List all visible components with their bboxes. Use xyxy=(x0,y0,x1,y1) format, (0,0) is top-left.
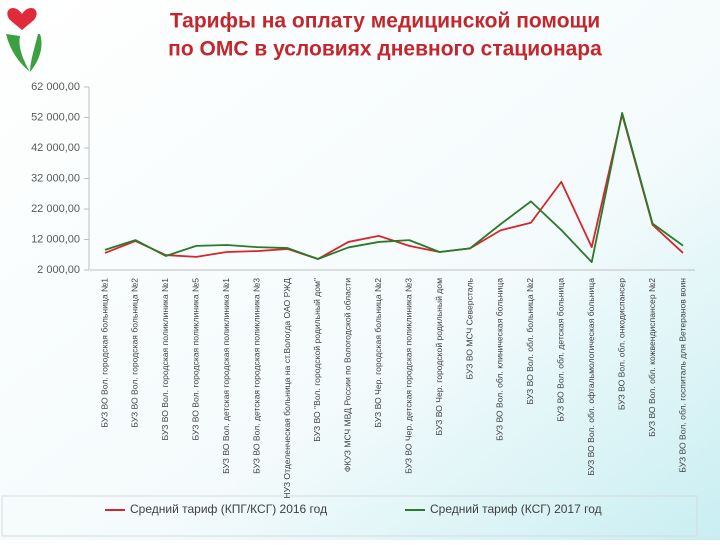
title-line: Тарифы на оплату медицинской помощи xyxy=(170,10,600,33)
x-tick-label: БУЗ ВО Вол. детская городская поликлиник… xyxy=(221,278,231,474)
x-tick-label: БУЗ ВО "Вол. городской родильный дом" xyxy=(312,278,322,442)
legend-box xyxy=(1,495,698,537)
x-tick-label: БУЗ ВО МСЧ Северсталь xyxy=(464,277,474,379)
x-tick-label: БУЗ ВО Вол. обл. офтальмологическая боль… xyxy=(586,278,596,476)
x-tick-label: БУЗ ВО Вол. обл. госпиталь для Ветеранов… xyxy=(677,278,687,473)
y-tick-label: 62 000,00 xyxy=(31,81,80,93)
y-tick-label: 22 000,00 xyxy=(31,203,80,215)
title-line: по ОМС в условиях дневного стационара xyxy=(168,38,602,61)
x-tick-label: БУЗ ВО Чер. детская городская поликлиник… xyxy=(403,278,413,474)
y-tick-label: 42 000,00 xyxy=(31,142,80,154)
x-tick-label: БУЗ ВО Вол. обл. кожвендиспансер №2 xyxy=(647,278,657,437)
y-tick-label: 32 000,00 xyxy=(31,172,80,184)
x-tick-label: БУЗ ВО Вол. обл. онкодиспансер xyxy=(616,278,626,410)
y-tick-label: 12 000,00 xyxy=(31,233,80,245)
y-tick-label: 52 000,00 xyxy=(31,111,80,123)
x-tick-label: БУЗ ВО Вол. городская больница №1 xyxy=(99,278,109,428)
x-tick-label: ФКУЗ МСЧ МВД России по Вологодской облас… xyxy=(343,278,353,472)
x-tick-label: БУЗ ВО Вол. городская поликлиника №5 xyxy=(191,278,201,441)
y-tick-label: 2 000,00 xyxy=(37,264,80,276)
x-tick-label: БУЗ ВО Вол. городская поликлиника №1 xyxy=(160,278,170,441)
x-tick-label: БУЗ ВО Вол. обл. клиническая больница xyxy=(495,278,505,441)
x-tick-label: БУЗ ВО Чер. городской родильный дом xyxy=(434,278,444,436)
logo xyxy=(6,7,42,72)
x-tick-label: БУЗ ВО Вол. детская городская поликлиник… xyxy=(251,278,261,474)
x-tick-label: НУЗ Отделенческая больница на ст.Вологда… xyxy=(282,278,292,499)
x-tick-label: БУЗ ВО Вол. обл. детская больница xyxy=(556,278,566,422)
x-tick-label: БУЗ ВО Вол. городская больница №2 xyxy=(130,278,140,428)
legend-label: Средний тариф (КСГ) 2017 год xyxy=(430,502,602,516)
x-tick-label: БУЗ ВО Вол. обл. больница №2 xyxy=(525,278,535,405)
x-tick-label: БУЗ ВО Чер. городская больница №2 xyxy=(373,278,383,428)
series-line xyxy=(104,112,684,263)
legend-label: Средний тариф (КПГ/КСГ) 2016 год xyxy=(130,502,327,516)
